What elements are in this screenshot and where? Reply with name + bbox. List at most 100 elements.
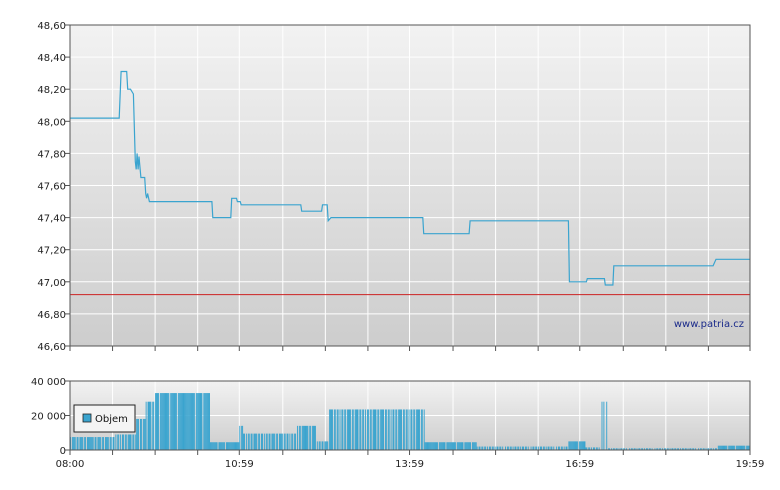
volume-bar <box>725 445 727 450</box>
volume-bar <box>512 446 514 450</box>
volume-bar <box>543 446 545 450</box>
volume-bar <box>127 434 129 450</box>
volume-bar <box>170 393 172 450</box>
volume-bar <box>452 442 454 450</box>
volume-bar <box>440 442 442 450</box>
volume-bar <box>329 409 331 450</box>
volume-bar <box>699 448 701 450</box>
volume-bar <box>414 409 416 450</box>
volume-bar <box>663 448 665 450</box>
volume-bar <box>171 393 173 450</box>
volume-bar <box>130 434 132 450</box>
volume-bar <box>88 437 90 450</box>
volume-bar <box>187 393 189 450</box>
volume-bar <box>98 437 100 450</box>
volume-bar <box>560 446 562 450</box>
price-y-tick-label: 48,40 <box>37 53 66 64</box>
volume-bar <box>319 441 321 451</box>
volume-bar <box>248 433 250 450</box>
volume-bar <box>216 442 218 450</box>
volume-bar <box>366 409 368 450</box>
volume-bar <box>159 393 161 450</box>
volume-bar <box>484 446 486 450</box>
volume-bar <box>314 425 316 450</box>
volume-bar <box>383 409 384 450</box>
volume-bar <box>94 437 96 450</box>
volume-bar <box>110 437 112 450</box>
volume-bar <box>475 442 477 450</box>
volume-bar <box>196 393 198 450</box>
volume-bar <box>349 409 351 450</box>
volume-bar <box>215 442 217 450</box>
volume-bar <box>157 393 159 450</box>
volume-bar <box>732 445 734 450</box>
volume-bar <box>427 442 429 450</box>
volume-bar <box>373 409 375 450</box>
volume-bar <box>669 448 671 450</box>
volume-bar <box>265 433 267 450</box>
price-series-line <box>70 70 750 286</box>
volume-bar <box>118 434 120 450</box>
volume-bar <box>125 434 127 450</box>
volume-bar <box>461 442 463 450</box>
volume-bar <box>540 446 542 450</box>
volume-bar <box>238 442 240 450</box>
volume-bar <box>515 446 517 450</box>
volume-bar <box>736 445 738 450</box>
volume-bar <box>322 441 324 451</box>
volume-bar <box>418 409 419 450</box>
volume-bar <box>465 442 467 450</box>
volume-bar <box>357 409 359 450</box>
volume-bar <box>221 442 223 450</box>
volume-bar <box>568 441 570 451</box>
volume-bar <box>469 442 471 450</box>
volume-bar <box>89 437 91 450</box>
volume-bar <box>272 433 274 450</box>
volume-bar <box>286 433 288 450</box>
volume-bar <box>310 425 312 450</box>
volume-x-tick-label: 19:59 <box>736 459 765 470</box>
volume-bar <box>482 446 484 450</box>
volume-bar <box>731 445 733 450</box>
volume-bar <box>468 442 470 450</box>
volume-bar <box>201 393 203 450</box>
volume-bar <box>406 409 408 450</box>
volume-bar <box>71 437 73 450</box>
volume-bar <box>136 418 138 450</box>
volume-bar <box>681 448 683 450</box>
volume-bar <box>576 441 578 451</box>
volume-bar <box>172 393 174 450</box>
volume-bar <box>109 437 111 450</box>
volume-bar <box>733 445 735 450</box>
volume-bar <box>365 409 367 450</box>
volume-bar <box>367 409 369 450</box>
volume-bar <box>575 441 577 451</box>
volume-bar <box>566 446 568 450</box>
volume-bar <box>77 437 79 450</box>
volume-bar <box>456 442 458 450</box>
volume-bar <box>337 409 339 450</box>
volume-bar <box>558 446 560 450</box>
volume-bar <box>258 433 260 450</box>
volume-bar <box>223 442 225 450</box>
volume-bar <box>565 446 567 450</box>
volume-bar <box>570 441 572 451</box>
volume-bar <box>581 441 583 451</box>
volume-bar <box>523 446 524 450</box>
volume-bar <box>204 393 206 450</box>
volume-bar <box>239 425 241 450</box>
volume-bar <box>149 401 151 450</box>
volume-bar <box>115 434 117 450</box>
volume-bar <box>502 446 504 450</box>
volume-bar <box>314 425 315 450</box>
volume-bar <box>690 448 692 450</box>
volume-bar <box>687 448 689 450</box>
price-y-tick-label: 47,40 <box>37 214 66 225</box>
volume-bar <box>218 442 220 450</box>
volume-bar <box>726 445 728 450</box>
volume-bar <box>624 448 626 450</box>
volume-bar <box>402 409 404 450</box>
volume-bar <box>610 448 612 450</box>
volume-bar <box>667 448 669 450</box>
volume-bar <box>548 446 550 450</box>
